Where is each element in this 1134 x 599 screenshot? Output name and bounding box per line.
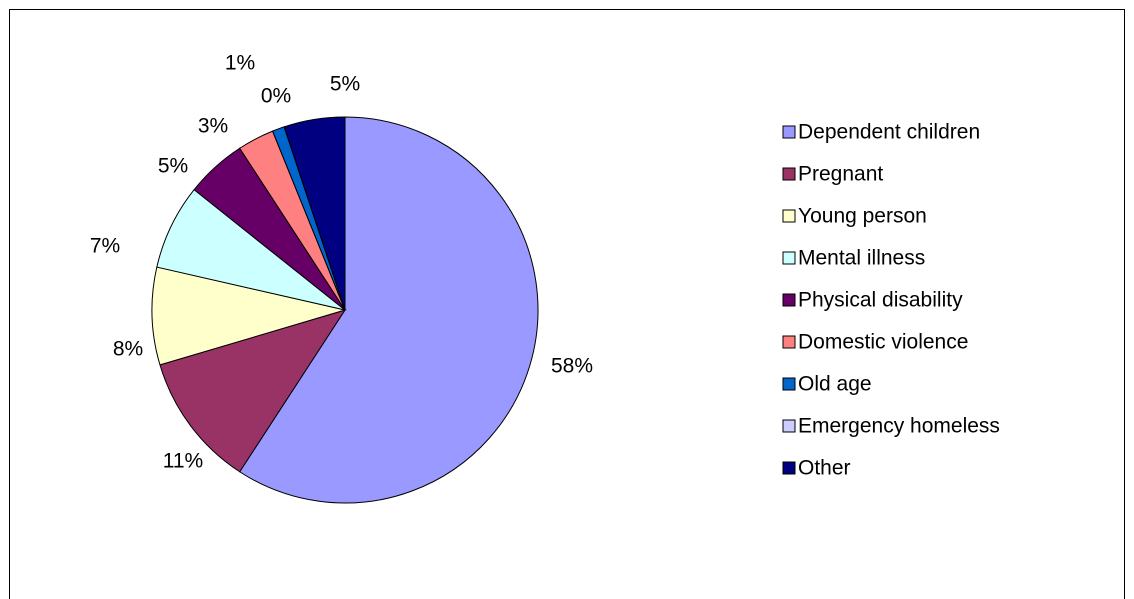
data-label: 8% — [113, 338, 143, 361]
pie-slice — [239, 116, 539, 504]
data-label: 7% — [90, 235, 120, 258]
pie-slice — [151, 266, 347, 366]
data-label: 3% — [198, 115, 228, 138]
legend-label: Old age — [798, 373, 872, 396]
legend-swatch — [782, 209, 796, 223]
data-label: 5% — [330, 73, 360, 96]
data-label: 11% — [163, 450, 203, 473]
legend-label: Young person — [798, 205, 927, 228]
legend-swatch — [782, 293, 796, 307]
data-label: 5% — [158, 155, 188, 178]
legend-label: Pregnant — [798, 163, 883, 186]
legend-swatch — [782, 419, 796, 433]
data-label: 1% — [225, 52, 255, 75]
legend-label: Other — [798, 457, 851, 480]
legend-label: Emergency homeless — [798, 415, 1000, 438]
legend-label: Physical disability — [798, 289, 963, 312]
legend-label: Mental illness — [798, 247, 925, 270]
legend-label: Domestic violence — [798, 331, 968, 354]
legend-swatch — [782, 335, 796, 349]
legend-swatch — [782, 377, 796, 391]
pie-slice — [283, 116, 346, 311]
legend-swatch — [782, 461, 796, 475]
legend-swatch — [782, 125, 796, 139]
chart-border — [9, 9, 1125, 599]
legend-swatch — [782, 251, 796, 265]
legend-label: Dependent children — [798, 121, 980, 144]
pie-slice — [159, 309, 347, 473]
data-label: 0% — [261, 85, 291, 108]
data-label: 58% — [551, 355, 593, 378]
legend-swatch — [782, 167, 796, 181]
